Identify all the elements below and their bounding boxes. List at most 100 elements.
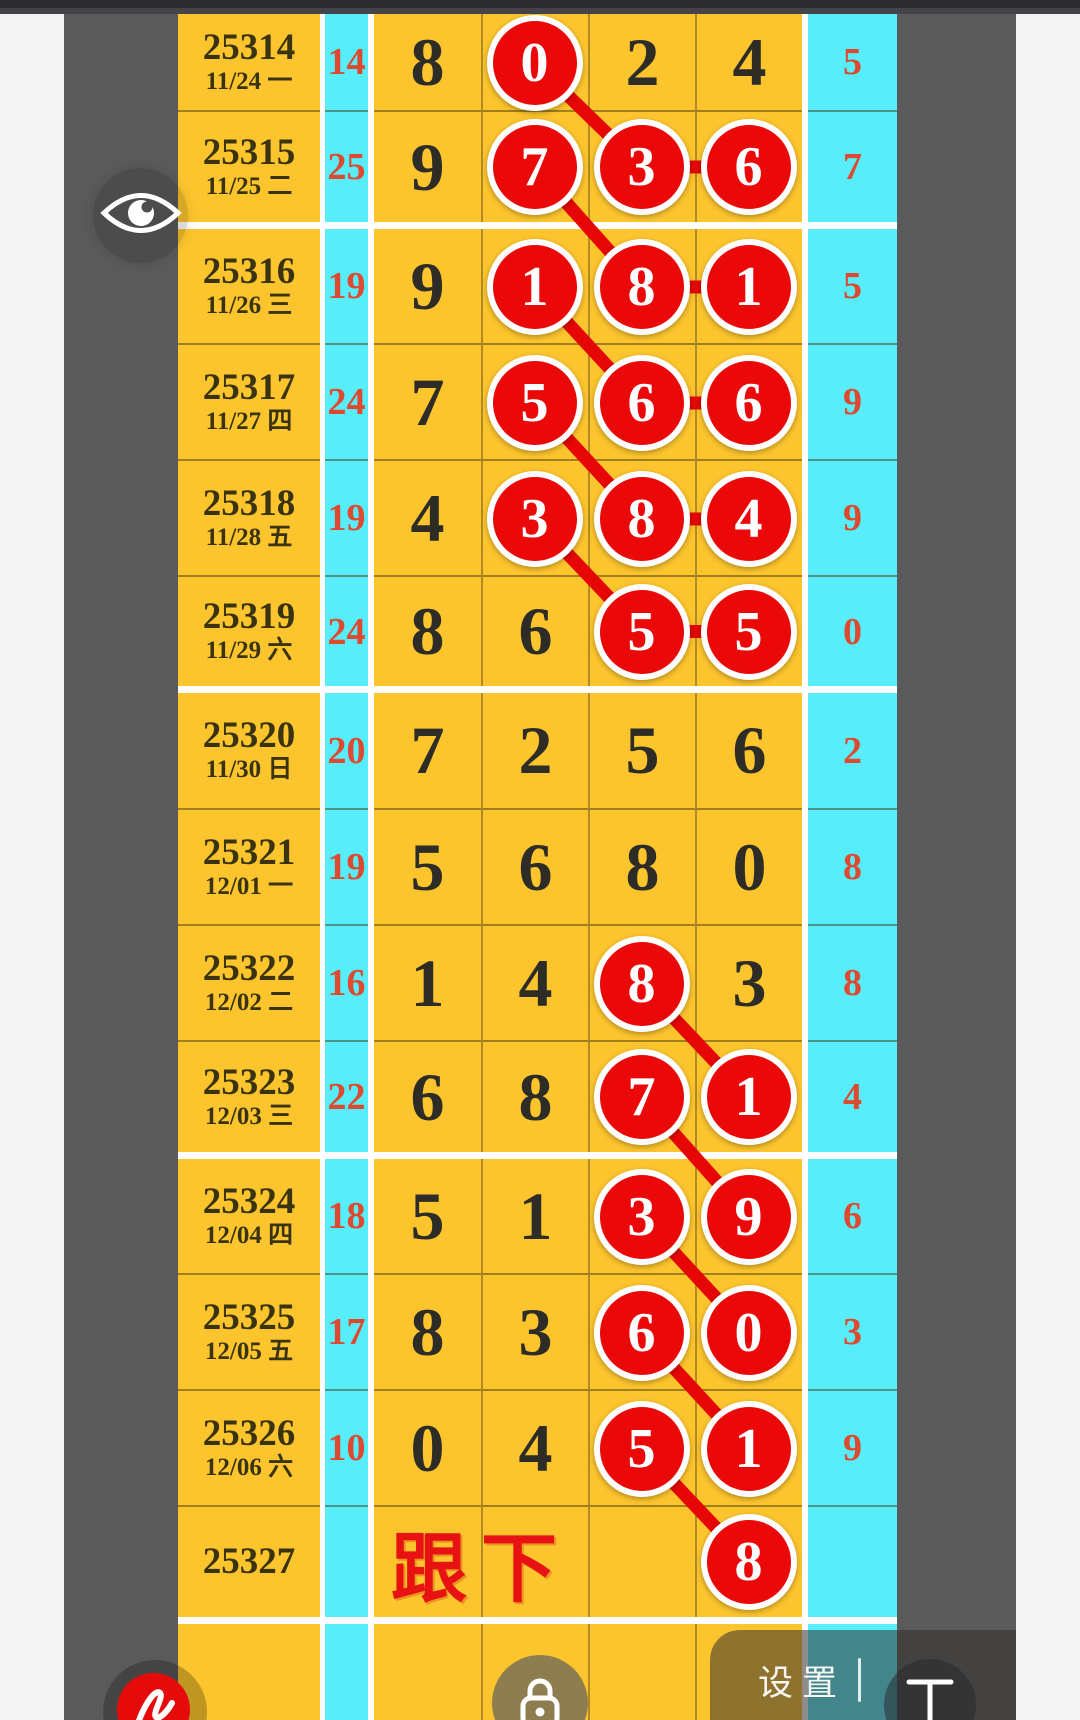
sum-value: 2 — [843, 729, 862, 772]
digit-value: 8 — [410, 23, 445, 100]
count-cell: 24 — [325, 345, 368, 461]
sum-cell: 5 — [808, 14, 897, 112]
circled-digit: 7 — [486, 119, 583, 215]
draw-number: 25320 — [202, 715, 296, 757]
draw-date: 12/03 三 — [204, 1102, 294, 1130]
digit-cell: 8 — [481, 1042, 588, 1152]
circled-digit: 7 — [593, 1049, 690, 1145]
digit-value: 5 — [625, 712, 660, 788]
digit-value: 5 — [410, 1177, 445, 1254]
count-cell: 19 — [325, 229, 368, 345]
table-row: 25320 11/30 日 20 7 2 5 6 2 — [178, 693, 897, 810]
digit-cell — [481, 1507, 588, 1617]
digit-value: 6 — [732, 712, 767, 788]
status-bar — [0, 0, 1080, 14]
digit-cell: 7 — [374, 345, 481, 461]
sum-value: 8 — [843, 962, 862, 1004]
count-cell: 18 — [325, 1159, 368, 1275]
digit-value: 8 — [518, 1058, 553, 1135]
count-value: 20 — [327, 729, 366, 772]
table-row: 25322 12/02 二 16 1 4 3 8 — [178, 926, 897, 1042]
digit-cell: 3 — [481, 1275, 588, 1391]
digit-cell — [588, 1507, 695, 1617]
digit-cell — [374, 1507, 481, 1617]
circled-digit: 5 — [593, 583, 690, 680]
digit-value: 4 — [518, 944, 553, 1021]
digit-value: 6 — [410, 1058, 445, 1135]
text-tool-icon — [901, 1674, 959, 1720]
table-row: 25321 12/01 一 19 5 6 8 0 8 — [178, 810, 897, 926]
sum-cell: 9 — [808, 1391, 897, 1507]
count-cell — [325, 1507, 368, 1617]
circled-digit: 8 — [593, 471, 690, 567]
count-cell: 17 — [325, 1275, 368, 1391]
draw-cell: 25323 12/03 三 — [178, 1042, 320, 1152]
pen-button[interactable] — [117, 1673, 190, 1720]
sum-cell: 5 — [808, 229, 897, 345]
digit-value: 9 — [410, 128, 445, 205]
draw-cell: 25320 11/30 日 — [178, 693, 320, 810]
draw-number: 25322 — [202, 947, 296, 989]
digit-value: 1 — [410, 944, 445, 1021]
circled-digit: 6 — [700, 355, 797, 451]
sum-value: 8 — [843, 846, 862, 888]
lock-icon — [509, 1670, 571, 1720]
settings-button[interactable]: 设置 — [758, 1663, 847, 1703]
sum-value: 4 — [843, 1076, 862, 1118]
sum-cell: 6 — [808, 1159, 897, 1275]
digit-cell: 4 — [695, 14, 802, 112]
circled-digit: 0 — [486, 15, 583, 111]
digit-cell: 3 — [695, 926, 802, 1042]
digit-cell — [588, 1624, 695, 1720]
draw-date: 12/05 五 — [204, 1337, 294, 1365]
count-cell: 24 — [325, 577, 368, 686]
digit-cell: 5 — [374, 810, 481, 926]
digit-value: 9 — [410, 247, 445, 324]
circled-digit: 3 — [486, 471, 583, 567]
sum-value: 6 — [843, 1195, 862, 1237]
count-cell: 22 — [325, 1042, 368, 1152]
sum-cell: 8 — [808, 926, 897, 1042]
digit-value: 8 — [625, 828, 660, 905]
eye-button[interactable] — [93, 168, 188, 263]
digit-cell: 7 — [374, 693, 481, 810]
circled-digit: 0 — [700, 1285, 797, 1381]
circled-digit: 5 — [700, 583, 797, 680]
circled-digit: 4 — [700, 471, 797, 567]
digit-cell: 0 — [374, 1391, 481, 1507]
count-value: 24 — [327, 610, 366, 653]
circled-digit: 5 — [593, 1401, 690, 1497]
circled-digit: 8 — [593, 936, 690, 1032]
digit-value: 8 — [410, 593, 445, 669]
sum-cell: 9 — [808, 461, 897, 577]
eye-icon — [98, 184, 184, 247]
digit-value: 5 — [410, 828, 445, 905]
sum-value: 5 — [843, 265, 862, 307]
draw-date: 12/02 二 — [204, 988, 294, 1016]
draw-cell — [178, 1624, 320, 1720]
draw-number: 25314 — [202, 26, 296, 68]
digit-cell: 1 — [481, 1159, 588, 1275]
draw-cell: 25325 12/05 五 — [178, 1275, 320, 1391]
digit-cell: 9 — [374, 112, 481, 222]
sum-cell — [808, 1507, 897, 1617]
draw-date: 11/27 四 — [205, 407, 293, 435]
digit-value: 6 — [518, 593, 553, 669]
circled-digit: 1 — [700, 239, 797, 335]
draw-cell: 25327 — [178, 1507, 320, 1617]
digit-cell: 2 — [588, 14, 695, 112]
draw-date: 11/30 日 — [205, 756, 293, 784]
draw-number: 25318 — [202, 482, 296, 524]
count-value: 17 — [327, 1311, 366, 1353]
circled-digit: 3 — [593, 119, 690, 215]
circled-digit: 6 — [593, 355, 690, 451]
draw-date: 12/01 一 — [204, 872, 294, 900]
circled-digit: 6 — [700, 119, 797, 215]
draw-cell: 25321 12/01 一 — [178, 810, 320, 926]
draw-date: 12/06 六 — [204, 1453, 294, 1481]
circled-digit: 9 — [700, 1169, 797, 1265]
count-cell: 19 — [325, 461, 368, 577]
digit-value: 3 — [518, 1293, 553, 1370]
count-cell: 14 — [325, 14, 368, 112]
